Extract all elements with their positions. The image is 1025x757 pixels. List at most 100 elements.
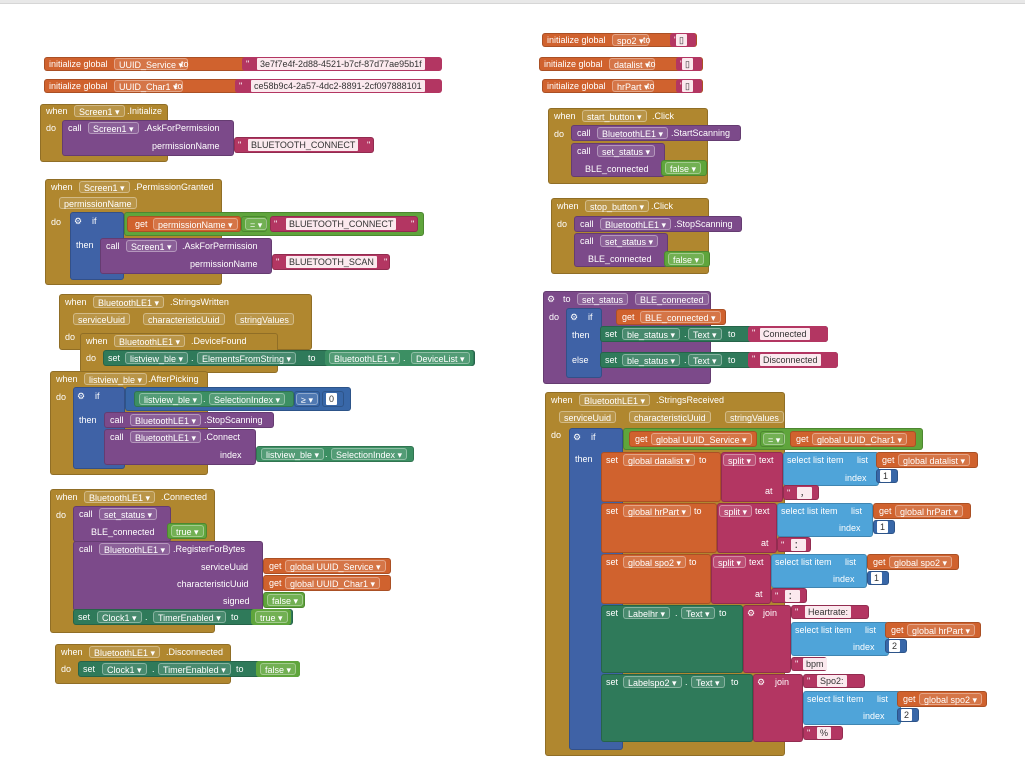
block-56[interactable]: get global UUID_Char1 ▾ [790, 431, 916, 447]
block-1[interactable]: initialize global UUID_Char1 ▾ to " ce58b9c4… [44, 79, 442, 93]
block-28[interactable]: call BluetoothLE1 ▾ .RegisterForBytes servi… [73, 541, 263, 611]
dropdown-field[interactable]: split ▾ [713, 556, 747, 568]
block-74[interactable]: "： [771, 588, 807, 603]
block-8[interactable]: get permissionName ▾ [127, 216, 241, 232]
dropdown-field[interactable]: SelectionIndex ▾ [209, 393, 286, 405]
value-field[interactable]: BLUETOOTH_CONNECT [286, 218, 397, 230]
dropdown-field[interactable]: false ▾ [668, 253, 705, 265]
dropdown-field[interactable]: BLE_connected [635, 293, 709, 305]
block-75[interactable]: set Labelhr ▾. Text ▾ to [601, 605, 743, 673]
block-31[interactable]: false ▾ [263, 592, 305, 608]
dropdown-field[interactable]: UUID_Service ▾ [114, 58, 189, 70]
block-70[interactable]: split ▾ text at [711, 554, 771, 604]
block-11[interactable]: call Screen1 ▾ .AskForPermission permission… [100, 238, 272, 274]
dropdown-field[interactable]: listview_ble ▾ [139, 393, 203, 405]
block-44[interactable]: call set_status ▾ BLE_connected [574, 233, 668, 267]
value-field[interactable]: ▯ [676, 34, 687, 46]
dropdown-field[interactable]: global datalist ▾ [898, 454, 971, 466]
value-field[interactable]: ▯ [682, 80, 693, 92]
dropdown-field[interactable]: Text ▾ [691, 676, 725, 688]
block-81[interactable]: " bpm [791, 657, 827, 671]
value-field[interactable]: % [817, 727, 832, 739]
dropdown-field[interactable]: global spo2 ▾ [623, 556, 687, 568]
dropdown-field[interactable]: UUID_Char1 ▾ [114, 80, 183, 92]
block-3[interactable]: call Screen1 ▾ .AskForPermission permission… [62, 120, 234, 156]
dropdown-field[interactable]: true ▾ [171, 525, 204, 537]
block-41[interactable]: false ▾ [661, 160, 707, 176]
dropdown-field[interactable]: stringValues [725, 411, 784, 423]
dropdown-field[interactable]: true ▾ [255, 611, 288, 623]
block-37[interactable]: initialize global hrPart ▾to "▯ [542, 79, 703, 93]
value-field[interactable]: 1 [871, 572, 883, 584]
block-85[interactable]: select list item list index [803, 691, 901, 725]
block-78[interactable]: select list item list index [791, 622, 889, 656]
dropdown-field[interactable]: Text ▾ [688, 354, 722, 366]
dropdown-field[interactable]: characteristicUuid [629, 411, 711, 423]
dropdown-field[interactable]: Text ▾ [681, 607, 715, 619]
block-54[interactable]: get global UUID_Service ▾ [629, 431, 757, 447]
block-61[interactable]: 1 [876, 469, 898, 483]
dropdown-field[interactable]: global datalist ▾ [623, 454, 696, 466]
dropdown-field[interactable]: global hrPart ▾ [895, 505, 964, 517]
dropdown-field[interactable]: ≥ ▾ [296, 393, 318, 405]
dropdown-field[interactable]: Clock1 ▾ [97, 611, 142, 623]
dropdown-field[interactable]: BluetoothLE1 ▾ [130, 414, 202, 426]
value-field[interactable]: Disconnected [760, 354, 821, 366]
dropdown-field[interactable]: BluetoothLE1 ▾ [93, 296, 165, 308]
block-69[interactable]: set global spo2 ▾ to [601, 554, 711, 604]
block-73[interactable]: 1 [867, 571, 889, 585]
dropdown-field[interactable]: global spo2 ▾ [889, 556, 953, 568]
block-59[interactable]: select list item list index [783, 452, 879, 486]
dropdown-field[interactable]: BluetoothLE1 ▾ [99, 543, 171, 555]
block-24[interactable]: listview_ble ▾. SelectionIndex ▾ [256, 446, 414, 462]
dropdown-field[interactable]: = ▾ [245, 218, 268, 230]
value-field[interactable]: 3e7f7e4f-2d88-4521-b7cf-87d77ae95b1f [257, 58, 425, 70]
dropdown-field[interactable]: serviceUuid [73, 313, 131, 325]
dropdown-field[interactable]: false ▾ [260, 663, 297, 675]
dropdown-field[interactable]: permissionName ▾ [153, 218, 238, 230]
value-field[interactable]: 2 [889, 640, 901, 652]
block-15[interactable]: set listview_ble ▾. ElementsFromString ▾ to… [103, 350, 475, 366]
block-60[interactable]: get global datalist ▾ [876, 452, 978, 468]
dropdown-field[interactable]: permissionName [59, 197, 137, 209]
dropdown-field[interactable]: TimerEnabled ▾ [153, 611, 226, 623]
block-65[interactable]: select list item list index [777, 503, 873, 537]
block-47[interactable]: ⚙ if then else [566, 308, 602, 378]
value-field[interactable]: Heartrate: [805, 606, 852, 618]
block-12[interactable]: " BLUETOOTH_SCAN " [272, 254, 390, 270]
block-35[interactable]: initialize global spo2 ▾to "▯ [542, 33, 697, 47]
dropdown-field[interactable]: BluetoothLE1 ▾ [89, 646, 161, 658]
block-55[interactable]: = ▾ [760, 431, 786, 447]
block-20[interactable]: ≥ ▾ [294, 391, 320, 407]
dropdown-field[interactable]: characteristicUuid [143, 313, 225, 325]
dropdown-field[interactable]: BluetoothLE1 ▾ [579, 394, 651, 406]
block-76[interactable]: ⚙ join [743, 605, 791, 673]
block-68[interactable]: "： [777, 537, 811, 552]
block-77[interactable]: " Heartrate: [791, 605, 869, 619]
dropdown-field[interactable]: global UUID_Service ▾ [651, 433, 752, 445]
dropdown-field[interactable]: ElementsFromString ▾ [197, 352, 297, 364]
block-0[interactable]: initialize global UUID_Service ▾ to " 3e7f7e… [44, 57, 442, 71]
block-26[interactable]: call set_status ▾ BLE_connected [73, 506, 171, 542]
dropdown-field[interactable]: ble_status ▾ [622, 328, 681, 340]
value-field[interactable]: 0 [326, 393, 338, 405]
dropdown-field[interactable]: global UUID_Char1 ▾ [285, 577, 381, 589]
dropdown-field[interactable]: Screen1 ▾ [74, 105, 125, 117]
block-71[interactable]: select list item list index [771, 554, 867, 588]
dropdown-field[interactable]: listview_ble ▾ [125, 352, 189, 364]
block-67[interactable]: 1 [873, 520, 895, 534]
dropdown-field[interactable]: DeviceList ▾ [411, 352, 470, 364]
block-23[interactable]: call BluetoothLE1 ▾ .Connect index [104, 429, 256, 465]
value-field[interactable]: Spo2: [817, 675, 847, 687]
dropdown-field[interactable]: false ▾ [665, 162, 702, 174]
block-62[interactable]: "， [783, 485, 819, 500]
block-22[interactable]: call BluetoothLE1 ▾ .StopScanning [104, 412, 274, 428]
dropdown-field[interactable]: serviceUuid [559, 411, 617, 423]
block-87[interactable]: 2 [897, 708, 919, 722]
block-21[interactable]: 0 [322, 391, 344, 407]
value-field[interactable]: 1 [877, 521, 889, 533]
value-field[interactable]: 2 [901, 709, 913, 721]
dropdown-field[interactable]: hrPart ▾ [612, 80, 654, 92]
value-field[interactable]: ： [791, 539, 807, 551]
